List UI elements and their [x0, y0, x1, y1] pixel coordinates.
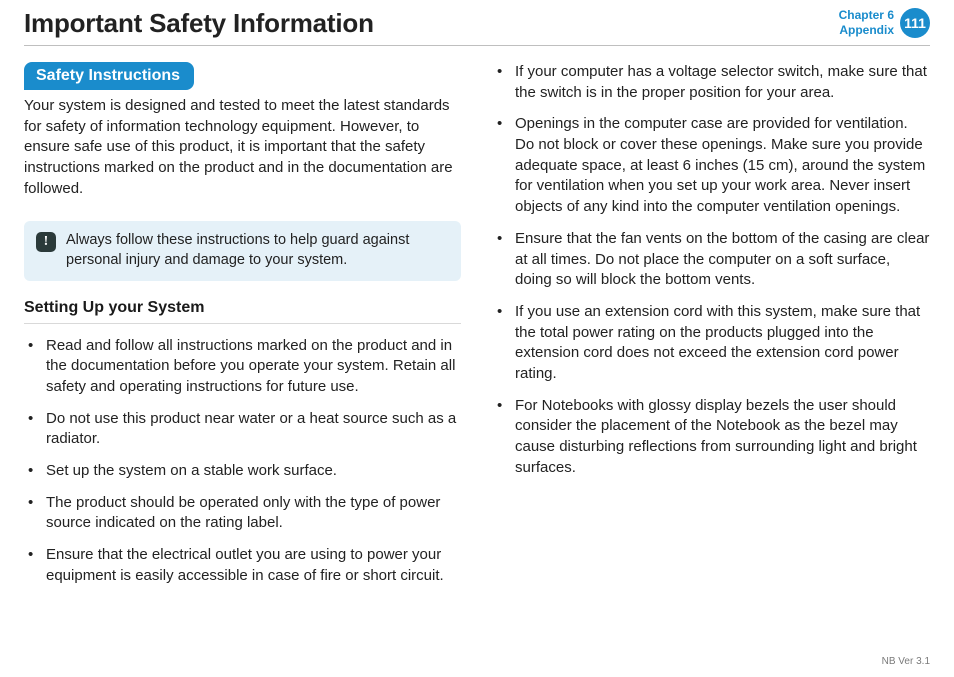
list-item: Ensure that the electrical outlet you ar… [24, 545, 461, 586]
intro-paragraph: Your system is designed and tested to me… [24, 96, 461, 199]
list-item: Openings in the computer case are provid… [493, 114, 930, 217]
right-column: If your computer has a voltage selector … [493, 62, 930, 597]
warning-callout: ! Always follow these instructions to he… [24, 221, 461, 280]
content-columns: Safety Instructions Your system is desig… [24, 62, 930, 597]
left-bullet-list: Read and follow all instructions marked … [24, 336, 461, 587]
left-column: Safety Instructions Your system is desig… [24, 62, 461, 597]
list-item: If you use an extension cord with this s… [493, 302, 930, 385]
list-item: If your computer has a voltage selector … [493, 62, 930, 103]
list-item: For Notebooks with glossy display bezels… [493, 396, 930, 479]
list-item: Read and follow all instructions marked … [24, 336, 461, 398]
list-item: Set up the system on a stable work surfa… [24, 461, 461, 482]
right-bullet-list: If your computer has a voltage selector … [493, 62, 930, 478]
page-header: Important Safety Information Chapter 6 A… [24, 8, 930, 39]
chapter-line-2: Appendix [839, 23, 894, 38]
section-pill: Safety Instructions [24, 62, 194, 90]
list-item: Do not use this product near water or a … [24, 409, 461, 450]
chapter-label: Chapter 6 Appendix [839, 8, 894, 38]
header-rule [24, 45, 930, 46]
subheading-rule [24, 323, 461, 324]
list-item: The product should be operated only with… [24, 493, 461, 534]
header-right: Chapter 6 Appendix 111 [839, 8, 930, 38]
footer-version: NB Ver 3.1 [882, 656, 930, 667]
list-item: Ensure that the fan vents on the bottom … [493, 229, 930, 291]
chapter-line-1: Chapter 6 [839, 8, 894, 23]
document-page: Important Safety Information Chapter 6 A… [0, 0, 954, 677]
page-number-badge: 111 [900, 8, 930, 38]
subheading: Setting Up your System [24, 299, 461, 317]
warning-icon: ! [36, 232, 56, 252]
page-title: Important Safety Information [24, 8, 374, 39]
callout-text: Always follow these instructions to help… [66, 231, 447, 270]
